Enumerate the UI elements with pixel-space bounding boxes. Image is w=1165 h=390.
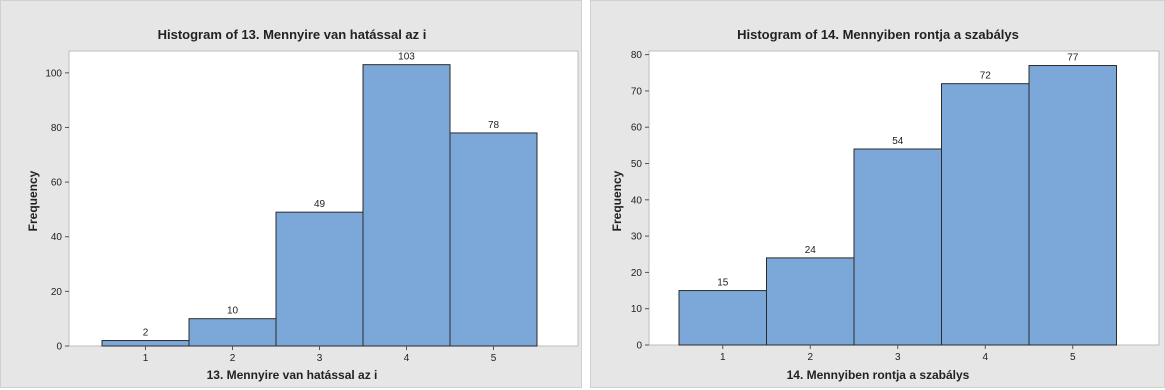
histogram-panel-1: Histogram of 13. Mennyire van hatással a… <box>0 0 582 388</box>
bar-data-label: 10 <box>227 306 239 317</box>
chart-title: Histogram of 13. Mennyire van hatással a… <box>158 27 427 42</box>
x-axis-label: 13. Mennyire van hatással az i <box>207 368 378 382</box>
x-tick-label: 3 <box>317 353 323 364</box>
bar-data-label: 15 <box>717 278 729 289</box>
x-tick-label: 2 <box>230 353 236 364</box>
y-axis-label: Frequency <box>610 170 624 231</box>
x-axis-label: 14. Mennyiben rontja a szabálys <box>787 368 970 382</box>
histogram-chart-1: Histogram of 13. Mennyire van hatással a… <box>26 27 579 382</box>
histogram-bar <box>101 340 190 347</box>
y-tick-label: 0 <box>56 342 62 353</box>
bar-data-label: 72 <box>980 71 992 82</box>
y-tick-label: 70 <box>631 86 643 97</box>
bar-data-label: 103 <box>398 52 415 63</box>
histogram-bar <box>853 148 942 346</box>
y-tick-label: 0 <box>636 341 642 352</box>
bar-data-label: 2 <box>143 328 149 339</box>
y-tick-label: 100 <box>45 68 62 79</box>
y-axis-label: Frequency <box>26 170 40 231</box>
chart-title: Histogram of 14. Mennyiben rontja a szab… <box>737 27 1019 42</box>
histogram-bar <box>449 132 538 347</box>
y-tick-label: 10 <box>631 304 643 315</box>
y-tick-label: 80 <box>51 123 63 134</box>
x-tick-label: 2 <box>807 352 813 363</box>
histogram-bar <box>188 318 277 347</box>
histogram-bar <box>941 83 1030 346</box>
x-tick-label: 5 <box>491 353 497 364</box>
histogram-bar <box>362 64 451 347</box>
bar-data-label: 49 <box>314 199 326 210</box>
histogram-bar <box>275 211 364 347</box>
y-tick-label: 60 <box>631 123 643 134</box>
y-tick-label: 20 <box>631 268 643 279</box>
histogram-panel-2: Histogram of 14. Mennyiben rontja a szab… <box>590 0 1165 388</box>
y-tick-label: 40 <box>631 195 643 206</box>
y-tick-label: 20 <box>51 287 63 298</box>
y-tick-label: 30 <box>631 232 643 243</box>
bar-data-label: 24 <box>805 245 817 256</box>
y-tick-label: 40 <box>51 232 63 243</box>
x-tick-label: 4 <box>982 352 988 363</box>
y-tick-label: 60 <box>51 178 63 189</box>
bar-data-label: 54 <box>892 136 904 147</box>
histogram-bar <box>766 257 855 346</box>
histogram-chart-2: Histogram of 14. Mennyiben rontja a szab… <box>610 27 1160 382</box>
x-tick-label: 3 <box>895 352 901 363</box>
histogram-bar <box>1028 65 1117 346</box>
x-tick-label: 4 <box>404 353 410 364</box>
bar-data-label: 78 <box>488 120 500 131</box>
x-tick-label: 5 <box>1070 352 1076 363</box>
x-tick-label: 1 <box>143 353 149 364</box>
y-tick-label: 80 <box>631 50 643 61</box>
bar-data-label: 77 <box>1067 53 1079 64</box>
y-tick-label: 50 <box>631 159 643 170</box>
x-tick-label: 1 <box>720 352 726 363</box>
histogram-bar <box>678 290 767 346</box>
